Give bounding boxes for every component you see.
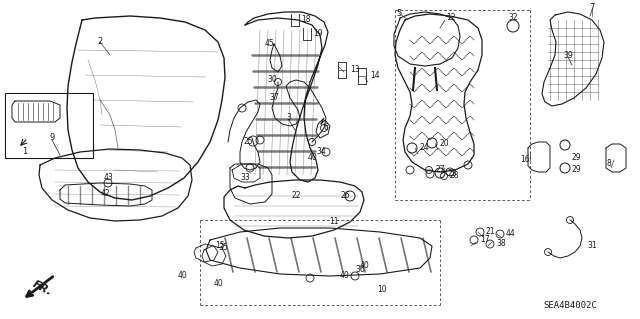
Text: 24: 24: [420, 144, 429, 152]
Text: 40: 40: [360, 261, 370, 270]
Text: 39: 39: [563, 50, 573, 60]
Text: 2: 2: [97, 38, 102, 47]
Text: 12: 12: [446, 13, 456, 23]
Text: 30: 30: [268, 76, 277, 85]
Text: 31: 31: [587, 241, 596, 250]
Text: 40: 40: [178, 271, 188, 280]
Text: 8: 8: [606, 159, 611, 168]
Text: 43: 43: [103, 174, 113, 182]
Text: 6: 6: [324, 122, 329, 131]
Text: 40: 40: [308, 153, 318, 162]
Text: 22: 22: [291, 191, 301, 201]
Text: 15: 15: [215, 241, 225, 249]
Text: 34: 34: [316, 147, 326, 157]
Bar: [5, 93, 93, 158]
Text: 21: 21: [486, 227, 495, 236]
Text: SEA4B4002C: SEA4B4002C: [543, 300, 597, 309]
Text: 9: 9: [49, 133, 54, 143]
Text: 45: 45: [264, 40, 274, 48]
Text: 1: 1: [22, 147, 28, 157]
Text: 37: 37: [269, 93, 279, 102]
Text: 35: 35: [218, 243, 228, 253]
Text: 42: 42: [100, 189, 110, 197]
Text: 25: 25: [243, 137, 253, 145]
Text: FR.: FR.: [31, 279, 54, 297]
Text: 27: 27: [435, 166, 445, 174]
Text: 5: 5: [396, 9, 402, 18]
Text: 13: 13: [350, 65, 360, 75]
Text: 18: 18: [301, 16, 310, 25]
Text: 19: 19: [313, 29, 323, 39]
Text: 44: 44: [506, 229, 516, 239]
Text: 38: 38: [496, 240, 506, 249]
Text: 11: 11: [329, 218, 339, 226]
Text: 20: 20: [440, 138, 450, 147]
Text: 40: 40: [214, 278, 224, 287]
Text: 40: 40: [339, 271, 349, 279]
Text: 14: 14: [370, 71, 380, 80]
Text: 29: 29: [572, 166, 582, 174]
Text: 32: 32: [508, 13, 518, 22]
Text: 36: 36: [355, 265, 365, 275]
Text: 3: 3: [287, 114, 291, 122]
Text: 17: 17: [480, 235, 490, 244]
Text: 28: 28: [450, 172, 460, 181]
Text: 23: 23: [448, 168, 458, 177]
Text: 26: 26: [340, 191, 350, 201]
Text: 10: 10: [377, 286, 387, 294]
Text: 16: 16: [520, 155, 530, 165]
Text: 29: 29: [572, 153, 582, 162]
Text: 33: 33: [240, 174, 250, 182]
Text: 7: 7: [589, 4, 595, 12]
